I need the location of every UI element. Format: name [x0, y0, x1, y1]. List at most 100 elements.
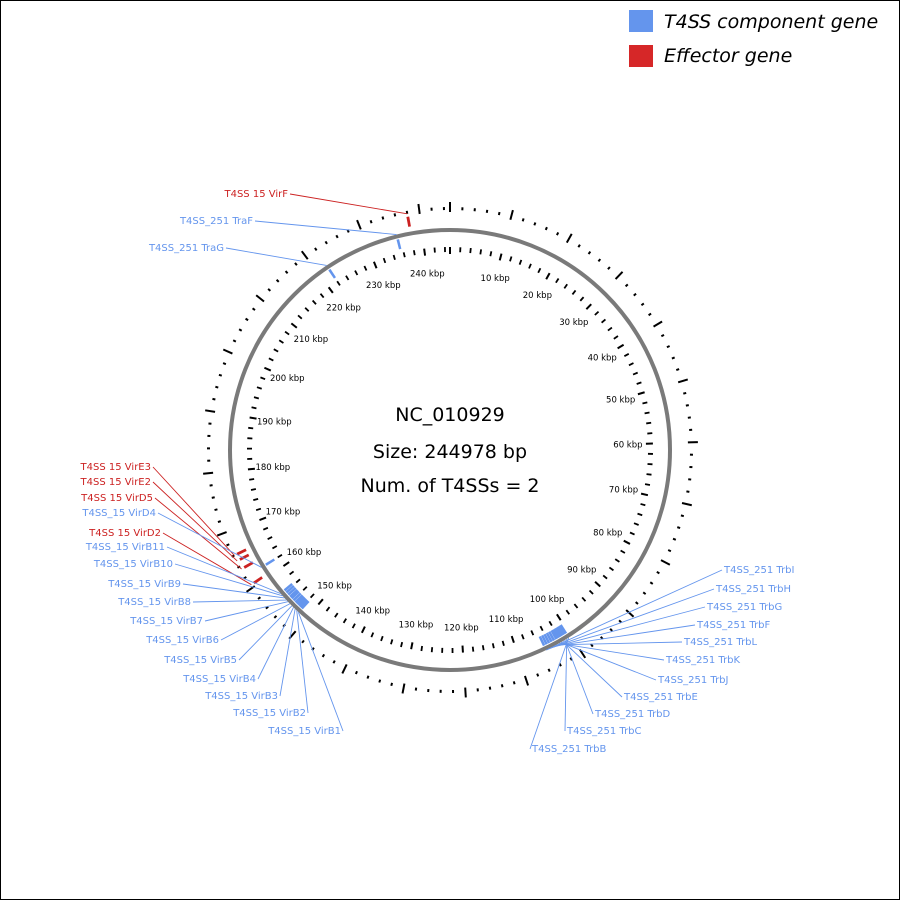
inner-minor-tick — [311, 299, 317, 305]
outer-minor-tick — [667, 549, 672, 553]
outer-minor-tick — [512, 681, 516, 685]
accession-id: NC_010929 — [395, 404, 505, 426]
gene-mark — [541, 634, 548, 645]
genome-summary: NC_010929 Size: 244978 bp Num. of T4SSs … — [361, 404, 540, 497]
gene-leader-line — [558, 643, 665, 661]
inner-minor-tick — [251, 406, 257, 410]
kbp-label: 60 kbp — [613, 440, 642, 450]
gene-mark — [555, 626, 564, 637]
gene-mark — [297, 597, 307, 607]
gene-label: T4SS_15 VirD4 — [81, 508, 156, 519]
inner-minor-tick — [608, 566, 614, 572]
legend-swatch-component — [629, 10, 653, 32]
gene-label: T4SS_251 TrbD — [594, 709, 671, 720]
outer-minor-tick — [649, 581, 654, 585]
gene-mark — [283, 582, 293, 592]
outer-major-tick — [653, 320, 663, 328]
outer-minor-tick — [245, 317, 249, 322]
inner-minor-tick — [471, 646, 475, 652]
outer-major-tick — [205, 409, 216, 413]
outer-minor-tick — [672, 537, 677, 541]
inner-major-tick — [594, 581, 601, 588]
inner-minor-tick — [354, 270, 359, 276]
gene-mark — [552, 628, 560, 639]
kbp-label: 190 kbp — [257, 418, 292, 428]
outer-minor-tick — [642, 591, 647, 595]
gene-mark — [239, 553, 250, 561]
gene-label: T4SS_15 VirB8 — [117, 597, 191, 608]
gene-mark — [243, 561, 254, 569]
inner-minor-tick — [380, 635, 384, 642]
inner-major-tick — [556, 613, 562, 621]
outer-major-tick — [222, 348, 233, 355]
kbp-label: 80 kbp — [593, 528, 622, 538]
gene-mark — [557, 625, 566, 636]
outer-minor-tick — [590, 643, 594, 648]
inner-major-tick — [360, 626, 366, 634]
gene-mark — [300, 600, 310, 610]
gene-mark — [296, 595, 305, 605]
kbp-label: 170 kbp — [266, 507, 301, 517]
inner-major-tick — [372, 261, 378, 269]
outer-major-tick — [356, 219, 362, 230]
kbp-label: 110 kbp — [489, 615, 524, 625]
gene-label: T4SS_251 TraF — [179, 216, 253, 227]
inner-minor-tick — [284, 330, 290, 336]
inner-minor-tick — [248, 426, 254, 430]
inner-minor-tick — [392, 254, 396, 261]
inner-minor-tick — [628, 362, 634, 367]
outer-minor-tick — [660, 333, 665, 338]
inner-minor-tick — [555, 277, 560, 284]
outer-major-tick — [578, 648, 587, 659]
gene-label: T4SS_251 TrbG — [706, 602, 782, 613]
outer-minor-tick — [294, 262, 298, 266]
outer-minor-tick — [683, 391, 687, 395]
gene-mark — [328, 268, 336, 279]
inner-minor-tick — [334, 612, 339, 618]
outer-minor-tick — [238, 328, 243, 332]
gene-leader-line — [562, 640, 623, 698]
gene-label: T4SS_15 VirB5 — [163, 655, 237, 666]
gene-leader-line — [154, 497, 242, 570]
outer-minor-tick — [369, 220, 373, 224]
gene-label: T4SS_251 TrbK — [665, 655, 741, 666]
outer-minor-tick — [686, 490, 690, 493]
inner-major-tick — [264, 366, 272, 372]
outer-tick-ring — [203, 202, 698, 698]
inner-minor-tick — [623, 353, 630, 357]
outer-minor-tick — [544, 226, 548, 231]
gene-mark — [299, 598, 308, 608]
inner-minor-tick — [646, 473, 652, 476]
gene-leader-line — [553, 624, 696, 647]
gene-mark — [289, 588, 299, 598]
genome-size: Size: 244978 bp — [373, 441, 527, 463]
outer-minor-tick — [577, 244, 581, 248]
gene-label: T4SS_251 TrbF — [696, 620, 771, 631]
gene-leader-line — [166, 546, 281, 595]
outer-minor-tick — [597, 258, 602, 263]
gene-mark — [559, 624, 568, 635]
gene-leader-line — [560, 641, 657, 681]
inner-minor-tick — [295, 578, 301, 584]
inner-minor-tick — [249, 478, 255, 481]
kbp-label: 210 kbp — [294, 335, 329, 345]
outer-minor-tick — [366, 675, 370, 679]
gene-label: T4SS_251 TrbH — [715, 584, 791, 595]
gene-mark — [290, 590, 300, 600]
gene-leader-line — [182, 583, 285, 599]
inner-major-tick — [423, 248, 427, 256]
inner-minor-tick — [613, 335, 619, 340]
inner-minor-tick — [565, 609, 571, 615]
outer-minor-tick — [587, 251, 592, 255]
inner-minor-tick — [351, 623, 356, 629]
gene-leader-line — [174, 563, 283, 597]
gene-mark — [538, 635, 546, 647]
inner-minor-tick — [614, 558, 620, 563]
inner-minor-tick — [390, 639, 394, 645]
gene-label: T4SS 15 VirE2 — [80, 477, 151, 488]
outer-minor-tick — [536, 673, 540, 677]
outer-minor-tick — [301, 639, 305, 644]
gene-leader-line — [289, 193, 408, 215]
kbp-label: 130 kbp — [399, 621, 434, 631]
